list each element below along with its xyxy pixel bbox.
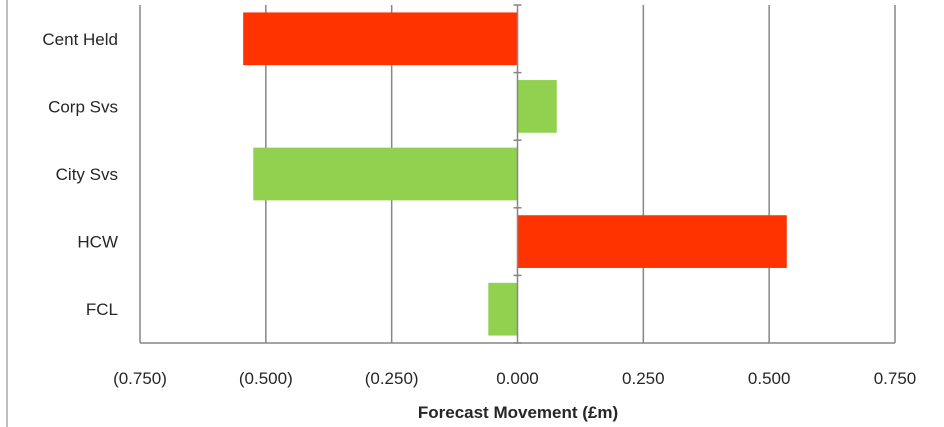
category-label: Corp Svs [48, 97, 118, 116]
bar [253, 147, 518, 201]
x-tick-label: 0.000 [496, 369, 539, 388]
bar [243, 12, 518, 66]
x-tick-label: 0.750 [874, 369, 917, 388]
x-tick-label: (0.750) [113, 369, 167, 388]
category-label: City Svs [56, 165, 118, 184]
x-tick-label: 0.500 [748, 369, 791, 388]
x-tick-label: 0.250 [622, 369, 665, 388]
x-tick-label: (0.500) [239, 369, 293, 388]
bars [243, 12, 787, 336]
axes [140, 4, 895, 344]
bar [517, 215, 787, 268]
category-label: Cent Held [42, 30, 118, 49]
x-tick-label: (0.250) [365, 369, 419, 388]
bar [517, 80, 557, 133]
bar [488, 282, 518, 336]
category-label: FCL [86, 300, 118, 319]
category-label: HCW [77, 233, 118, 252]
x-axis-title: Forecast Movement (£m) [418, 403, 618, 422]
labels: (0.750) (0.500) (0.250) 0.000 0.250 0.500 0.75… [42, 30, 916, 388]
